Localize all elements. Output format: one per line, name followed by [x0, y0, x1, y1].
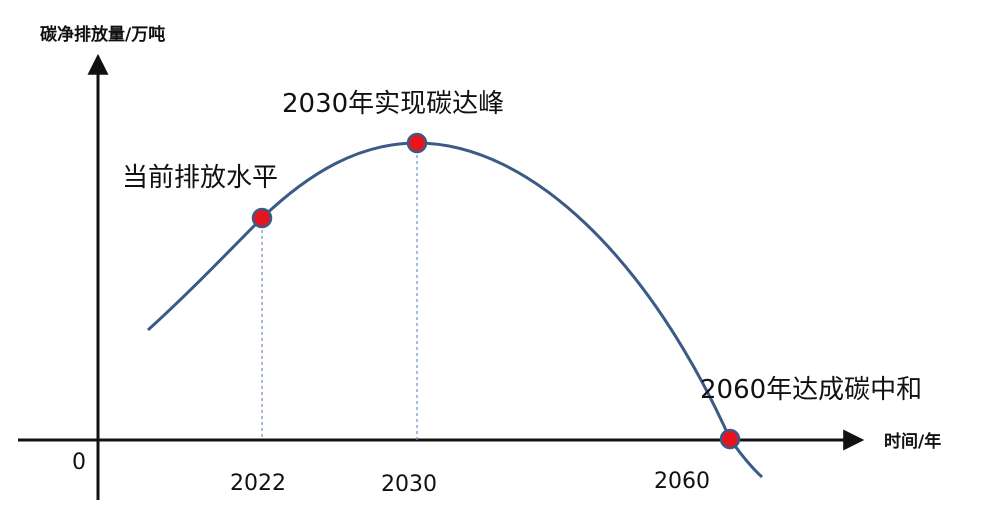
point-2060 [719, 428, 741, 450]
origin-label: 0 [72, 450, 86, 475]
x-tick-2022: 2022 [230, 471, 286, 496]
annotation-2060: 2060年达成碳中和 [700, 375, 922, 405]
point-2030 [406, 132, 428, 154]
annotation-2022: 当前排放水平 [122, 163, 278, 193]
x-tick-2060: 2060 [654, 469, 710, 494]
emission-curve [146, 141, 764, 479]
point-2022 [251, 207, 273, 229]
x-axis-title: 时间/年 [884, 431, 941, 452]
x-tick-2030: 2030 [381, 472, 437, 497]
y-axis-title: 碳净排放量/万吨 [40, 24, 165, 45]
annotation-2030: 2030年实现碳达峰 [282, 89, 504, 119]
